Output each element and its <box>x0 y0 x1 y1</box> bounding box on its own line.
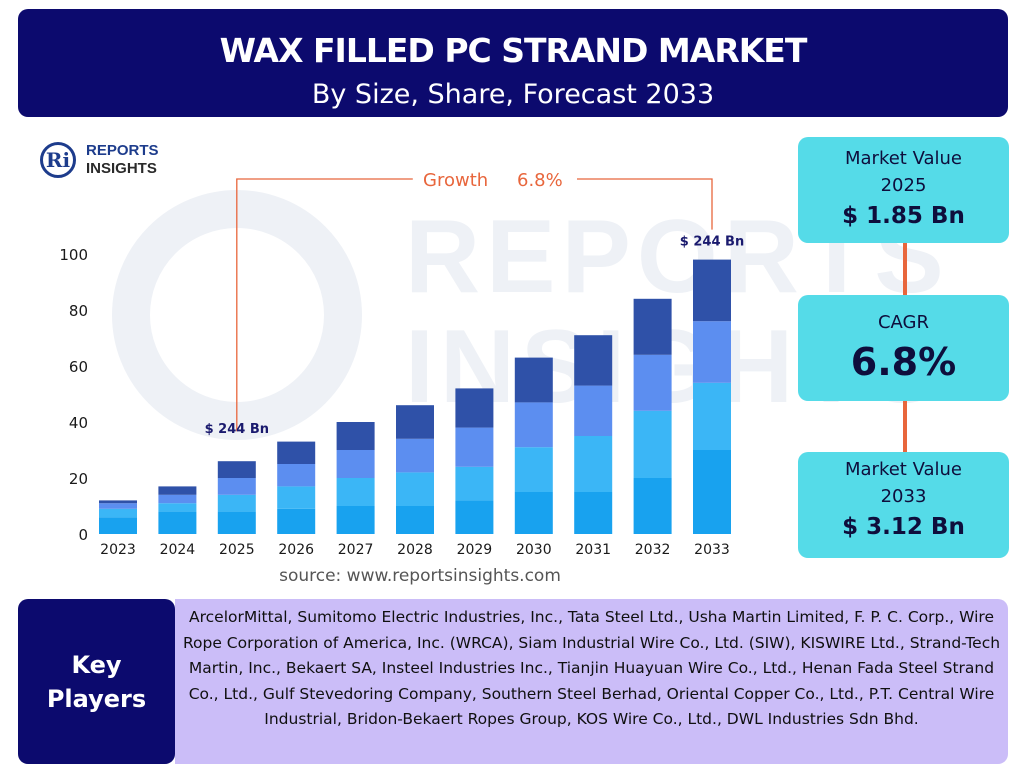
bar-segment <box>277 508 316 534</box>
bar-segment <box>336 506 375 534</box>
growth-bracket-left <box>236 178 413 432</box>
bar-segment <box>158 494 197 504</box>
kpi-year: 2025 <box>880 175 927 196</box>
kpi-label: Market Value <box>844 148 963 169</box>
kpi-market-value-2033: Market Value 2033 $ 3.12 Bn <box>798 452 1009 558</box>
bar-segment <box>693 382 731 450</box>
bar-segment <box>455 388 494 428</box>
bar-segment <box>693 321 731 383</box>
logo-line-1: REPORTS <box>86 142 159 159</box>
bar-segment <box>277 464 316 487</box>
bar-segment <box>693 450 731 534</box>
y-tick-label: 100 <box>59 246 88 264</box>
growth-label: Growth <box>423 170 488 191</box>
bar-segment <box>514 447 553 492</box>
y-tick-label: 0 <box>78 526 88 544</box>
kpi-connector-1 <box>903 243 907 295</box>
y-tick-label: 60 <box>69 358 88 376</box>
logo-mark-icon: Ri <box>40 142 76 178</box>
bar-segment <box>633 410 672 478</box>
header-banner: WAX FILLED PC STRAND MARKET By Size, Sha… <box>18 9 1008 117</box>
x-tick-label: 2027 <box>338 542 374 558</box>
kpi-year: 2033 <box>880 486 927 507</box>
bar-segment <box>396 472 434 506</box>
x-tick-label: 2026 <box>278 542 314 558</box>
kpi-value: $ 1.85 Bn <box>842 203 965 229</box>
bar-segment <box>217 494 256 512</box>
kpi-value: 6.8% <box>850 340 957 384</box>
bar-segment <box>633 354 672 411</box>
bar-segment <box>455 427 494 467</box>
bar-segment <box>514 402 553 448</box>
x-tick-label: 2030 <box>516 542 552 558</box>
growth-value: 6.8% <box>517 170 563 191</box>
bar-segment <box>455 466 494 501</box>
x-tick-label: 2031 <box>575 542 611 558</box>
kpi-market-value-2025: Market Value 2025 $ 1.85 Bn <box>798 137 1009 243</box>
key-players-heading: Key Players <box>18 599 175 764</box>
key-players-title-2: Players <box>46 684 147 713</box>
bar-segment <box>336 422 375 450</box>
bar-segment <box>217 511 256 534</box>
bar-segment <box>396 405 434 439</box>
bar-segment <box>693 259 731 322</box>
bar-segment <box>99 503 137 509</box>
y-tick-label: 40 <box>69 414 88 432</box>
source-note: source: www.reportsinsights.com <box>279 566 561 586</box>
bar-segment <box>574 335 613 386</box>
kpi-connector-2 <box>903 401 907 452</box>
bar-segment <box>396 438 434 473</box>
kpi-label: CAGR <box>877 312 930 333</box>
bar-segment <box>99 500 137 504</box>
x-tick-label: 2023 <box>100 542 136 558</box>
stacked-bar-chart: 0 20 40 60 80 100 2023 2024 2025 2026 2027 2028 2029… <box>59 170 744 558</box>
bar-segment <box>277 441 316 464</box>
bar-segment <box>574 385 613 436</box>
page-subtitle: By Size, Share, Forecast 2033 <box>311 79 715 110</box>
bar-segment <box>514 357 553 403</box>
bar-segment <box>633 298 672 355</box>
key-players-title-1: Key <box>71 650 122 679</box>
end-value-label: $ 244 Bn <box>680 235 744 250</box>
y-tick-label: 80 <box>69 302 88 320</box>
start-value-label: $ 244 Bn <box>205 422 269 437</box>
bar-segment <box>99 508 137 518</box>
kpi-label: Market Value <box>844 459 963 480</box>
bar-segment <box>336 450 375 478</box>
bar-segment <box>217 461 256 478</box>
bar-segment <box>396 506 434 534</box>
kpi-value: $ 3.12 Bn <box>842 514 965 540</box>
x-tick-label: 2024 <box>160 542 196 558</box>
bar-segment <box>574 436 613 492</box>
bar-segment <box>99 517 137 534</box>
bar-segment <box>158 511 197 534</box>
key-players-list: ArcelorMittal, Sumitomo Electric Industr… <box>175 599 1008 764</box>
bar-segment <box>633 478 672 534</box>
y-tick-label: 20 <box>69 470 88 488</box>
bar-segment <box>574 492 613 534</box>
kpi-cagr: CAGR 6.8% <box>798 295 1009 401</box>
bar-segment <box>514 492 553 534</box>
growth-bracket-right <box>577 178 713 230</box>
bar-segment <box>158 503 197 512</box>
page-title: WAX FILLED PC STRAND MARKET <box>219 31 808 70</box>
bar-segment <box>336 478 375 506</box>
x-tick-label: 2033 <box>694 542 730 558</box>
bar-segment <box>217 478 256 495</box>
bar-segment <box>158 486 197 495</box>
bar-segment <box>277 486 316 509</box>
x-tick-label: 2032 <box>635 542 671 558</box>
logo-line-2: INSIGHTS <box>86 160 157 177</box>
brand-logo: Ri REPORTS INSIGHTS <box>40 140 190 184</box>
x-tick-label: 2028 <box>397 542 433 558</box>
x-tick-label: 2025 <box>219 542 255 558</box>
x-tick-label: 2029 <box>457 542 493 558</box>
bar-segment <box>455 500 494 534</box>
